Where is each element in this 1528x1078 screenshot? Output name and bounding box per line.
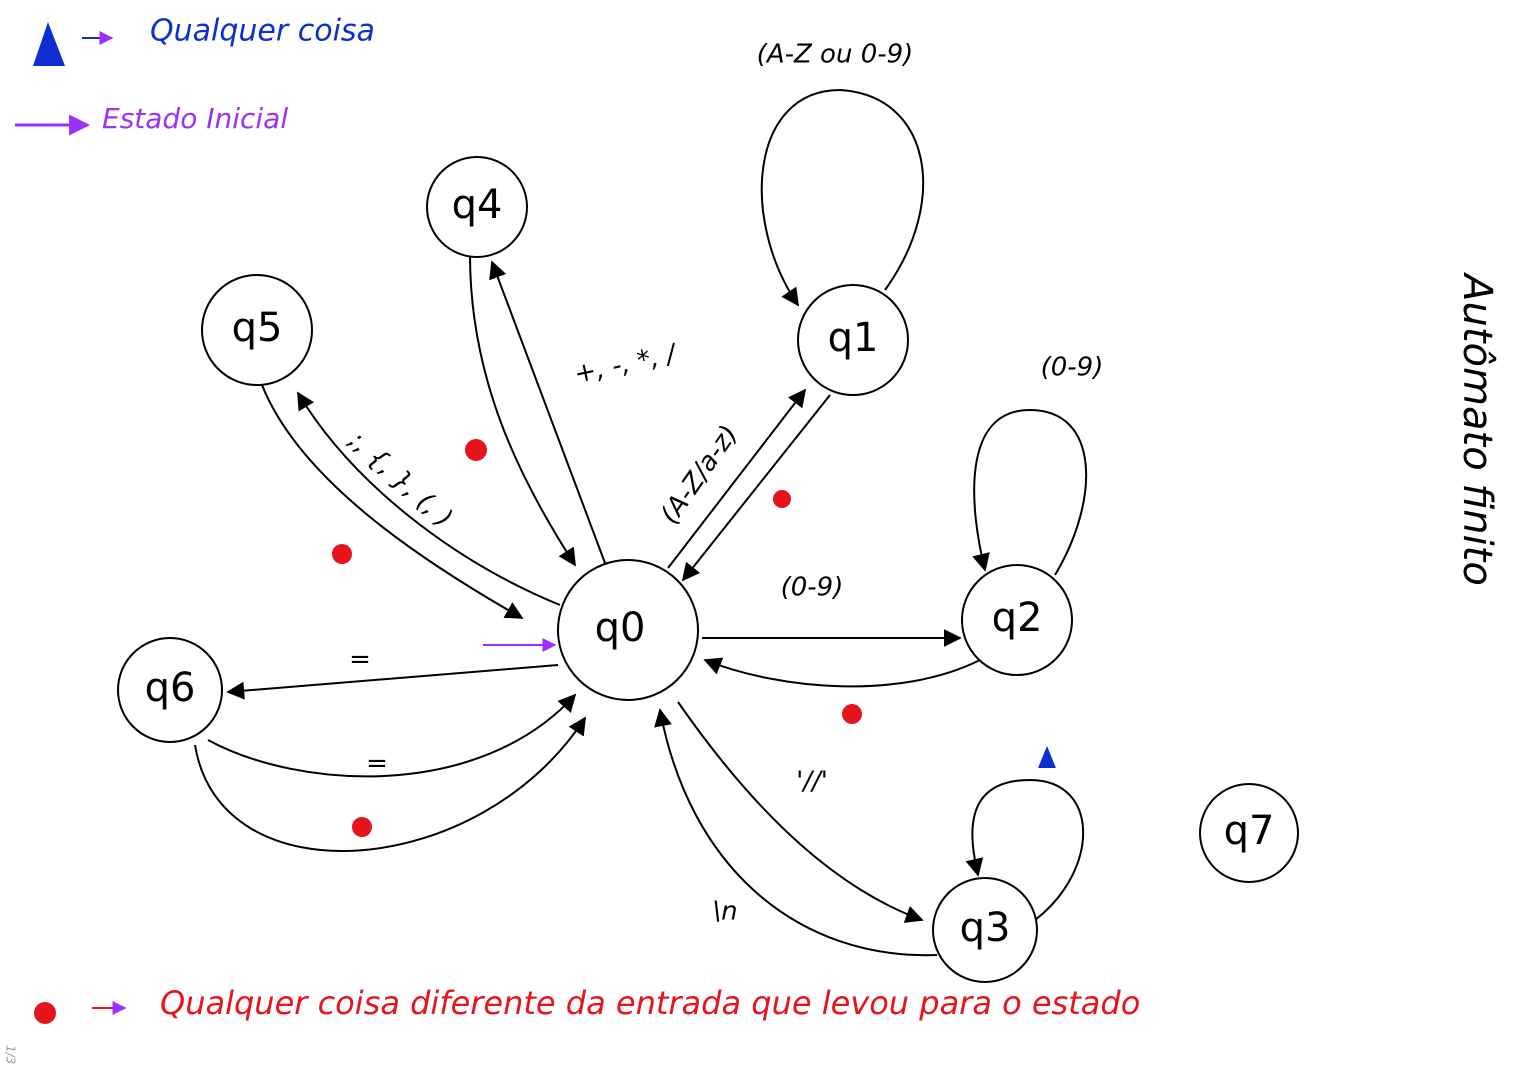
dot — [352, 817, 372, 837]
node-label: q2 — [992, 595, 1043, 641]
edge — [667, 388, 807, 569]
dot — [842, 704, 862, 724]
page-indicator: 1/3 — [4, 1045, 18, 1064]
edge-label: (A-Z/a-z) — [655, 420, 744, 530]
edge — [681, 394, 831, 582]
dot — [332, 544, 352, 564]
edge — [965, 778, 1085, 921]
edges — [194, 88, 1088, 957]
node-label: q7 — [1224, 808, 1275, 854]
node-label: q0 — [595, 605, 646, 651]
edge — [703, 657, 981, 688]
node-label: q1 — [828, 315, 879, 361]
edge-label: ;, {, }, (, ) — [343, 426, 458, 534]
node — [117, 637, 223, 743]
edge — [677, 701, 924, 923]
node — [1199, 783, 1299, 883]
legend-dot — [34, 1002, 56, 1024]
edge — [489, 260, 606, 564]
node-label: q5 — [232, 305, 283, 351]
node-label: q4 — [452, 182, 503, 228]
edge-label: (0-9) — [1041, 353, 1104, 383]
edge-label: (A-Z ou 0-9) — [757, 40, 914, 70]
edge-label: = — [349, 645, 371, 675]
node — [426, 156, 528, 258]
legend-initial: Estado Inicial — [102, 102, 288, 135]
legend-other: Qualquer coisa diferente da entrada que … — [160, 984, 1140, 1022]
node-label: q6 — [145, 665, 196, 711]
edge — [226, 664, 559, 700]
edge-label: (0-9) — [781, 573, 844, 603]
other-input-dots — [332, 439, 862, 837]
legend-any: Qualquer coisa — [150, 14, 375, 49]
title: Autômato finito — [1454, 271, 1500, 586]
edge-label: +, -, *, / — [572, 339, 682, 390]
nodes: q0 q1 q2 q3 q4 q5 q6 q7 — [117, 156, 1299, 983]
edge — [760, 88, 925, 307]
edge — [297, 391, 561, 606]
edge-label: '//' — [796, 767, 828, 797]
edge — [469, 254, 576, 567]
dot — [773, 490, 791, 508]
node-label: q3 — [960, 905, 1011, 951]
dot — [465, 439, 487, 461]
edge — [654, 708, 938, 957]
node — [557, 559, 699, 701]
any-symbol-marker — [1038, 746, 1056, 768]
node — [201, 274, 313, 386]
edge-label: = — [366, 749, 388, 779]
legend-triangle — [33, 22, 65, 66]
node — [961, 564, 1073, 676]
node — [932, 877, 1038, 983]
node — [797, 284, 909, 396]
edge — [972, 408, 1088, 576]
edge — [261, 384, 524, 619]
edge-label: \n — [712, 897, 737, 927]
edge — [207, 693, 577, 778]
edge — [194, 716, 586, 852]
